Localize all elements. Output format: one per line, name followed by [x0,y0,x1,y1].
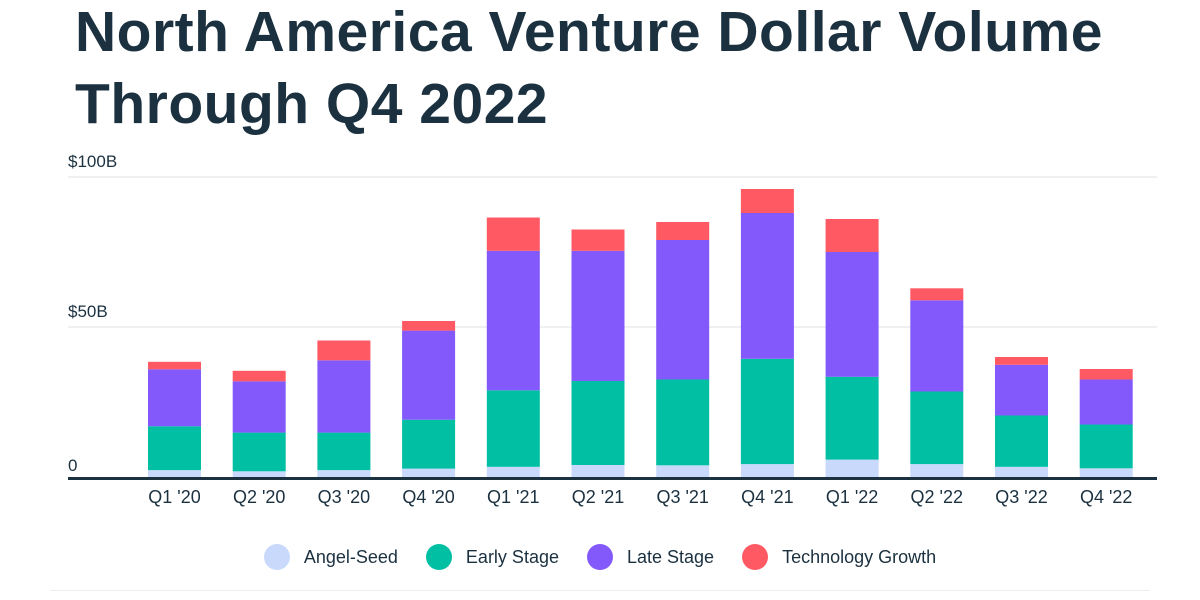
bar-segment-angel-seed [825,459,879,477]
bar-segment-angel-seed [740,464,794,477]
bar-segment-late-stage [1079,379,1133,425]
bar-segment-late-stage [825,252,879,377]
bar-segment-angel-seed [995,466,1048,477]
bar-segment-late-stage [232,381,286,433]
legend-label: Technology Growth [782,546,937,567]
bar-segment-technology-growth [740,189,794,213]
bar-segment-technology-growth [825,219,879,252]
bar-segment-late-stage [148,369,201,427]
x-tick-label: Q3 '22 [995,487,1047,507]
bar-segment-technology-growth [910,288,964,301]
bar-segment-technology-growth [571,229,625,251]
bar-segment-angel-seed [910,464,964,477]
bar-segment-late-stage [402,330,456,420]
x-tick-label: Q3 '21 [656,487,708,507]
bar-segment-early-stage [825,376,879,460]
x-tick-label: Q2 '21 [572,487,624,507]
bar-segment-angel-seed [232,471,286,477]
bar-segment-technology-growth [317,340,371,361]
bar-segment-angel-seed [571,465,625,477]
x-tick-label: Q2 '22 [911,487,963,507]
legend-item: Late Stage [586,544,715,570]
legend-item: Technology Growth [742,544,936,570]
bar-segment-early-stage [232,432,286,472]
bar-segment-technology-growth [402,321,456,331]
bar-segment-early-stage [910,391,964,465]
bar-segment-early-stage [486,390,540,467]
x-tick-label: Q1 '21 [487,487,539,507]
bar-segment-angel-seed [402,468,456,477]
bar-segment-technology-growth [1079,369,1133,380]
legend-item: Early Stage [425,544,559,570]
bar-segment-late-stage [995,364,1048,416]
legend-swatch [263,544,290,570]
legend-label: Late Stage [626,546,715,567]
bar-segment-early-stage [656,379,710,466]
x-tick-label: Q1 '20 [148,487,200,507]
bar-segment-late-stage [656,240,710,380]
x-tick-label: Q2 '20 [233,487,285,507]
bar-segment-early-stage [317,432,371,471]
chart-legend: Angel-Seed Early Stage Late Stage Technolog… [0,544,1200,570]
legend-item: Angel-Seed [263,544,398,570]
y-tick-label: $100B [68,152,117,171]
divider [50,590,1150,591]
bar-segment-early-stage [1079,424,1133,469]
bar-segment-technology-growth [995,357,1048,365]
legend-label: Early Stage [465,546,559,567]
bar-segment-angel-seed [148,470,201,477]
bar-segment-early-stage [571,381,625,465]
bar-segment-technology-growth [148,361,201,370]
x-tick-label: Q4 '20 [402,487,454,507]
bar-segment-late-stage [571,250,625,381]
bar-segment-technology-growth [656,222,710,240]
bar-segment-angel-seed [486,466,540,477]
bar-segment-late-stage [317,360,371,433]
y-tick-label: 0 [68,456,77,475]
legend-swatch [425,544,452,570]
bar-segment-technology-growth [486,217,540,251]
x-tick-label: Q4 '21 [741,487,793,507]
bar-segment-late-stage [740,213,794,359]
bar-segment-early-stage [740,358,794,465]
y-tick-label: $50B [68,302,108,321]
bar-segment-angel-seed [1079,468,1133,477]
chart-title: North America Venture Dollar Volume Throu… [75,0,1103,136]
bar-segment-early-stage [995,415,1048,467]
bar-segment-angel-seed [317,470,371,477]
bar-segment-technology-growth [232,370,286,382]
bar-segment-early-stage [402,419,456,469]
x-tick-label: Q1 '22 [826,487,878,507]
bar-segment-late-stage [486,250,540,391]
legend-label: Angel-Seed [303,546,398,567]
bar-segment-early-stage [148,426,201,471]
x-tick-label: Q4 '22 [1080,487,1132,507]
bar-segment-late-stage [910,300,964,392]
bar-segment-angel-seed [656,465,710,477]
legend-swatch [742,544,769,570]
legend-swatch [586,544,613,570]
x-tick-label: Q3 '20 [318,487,370,507]
